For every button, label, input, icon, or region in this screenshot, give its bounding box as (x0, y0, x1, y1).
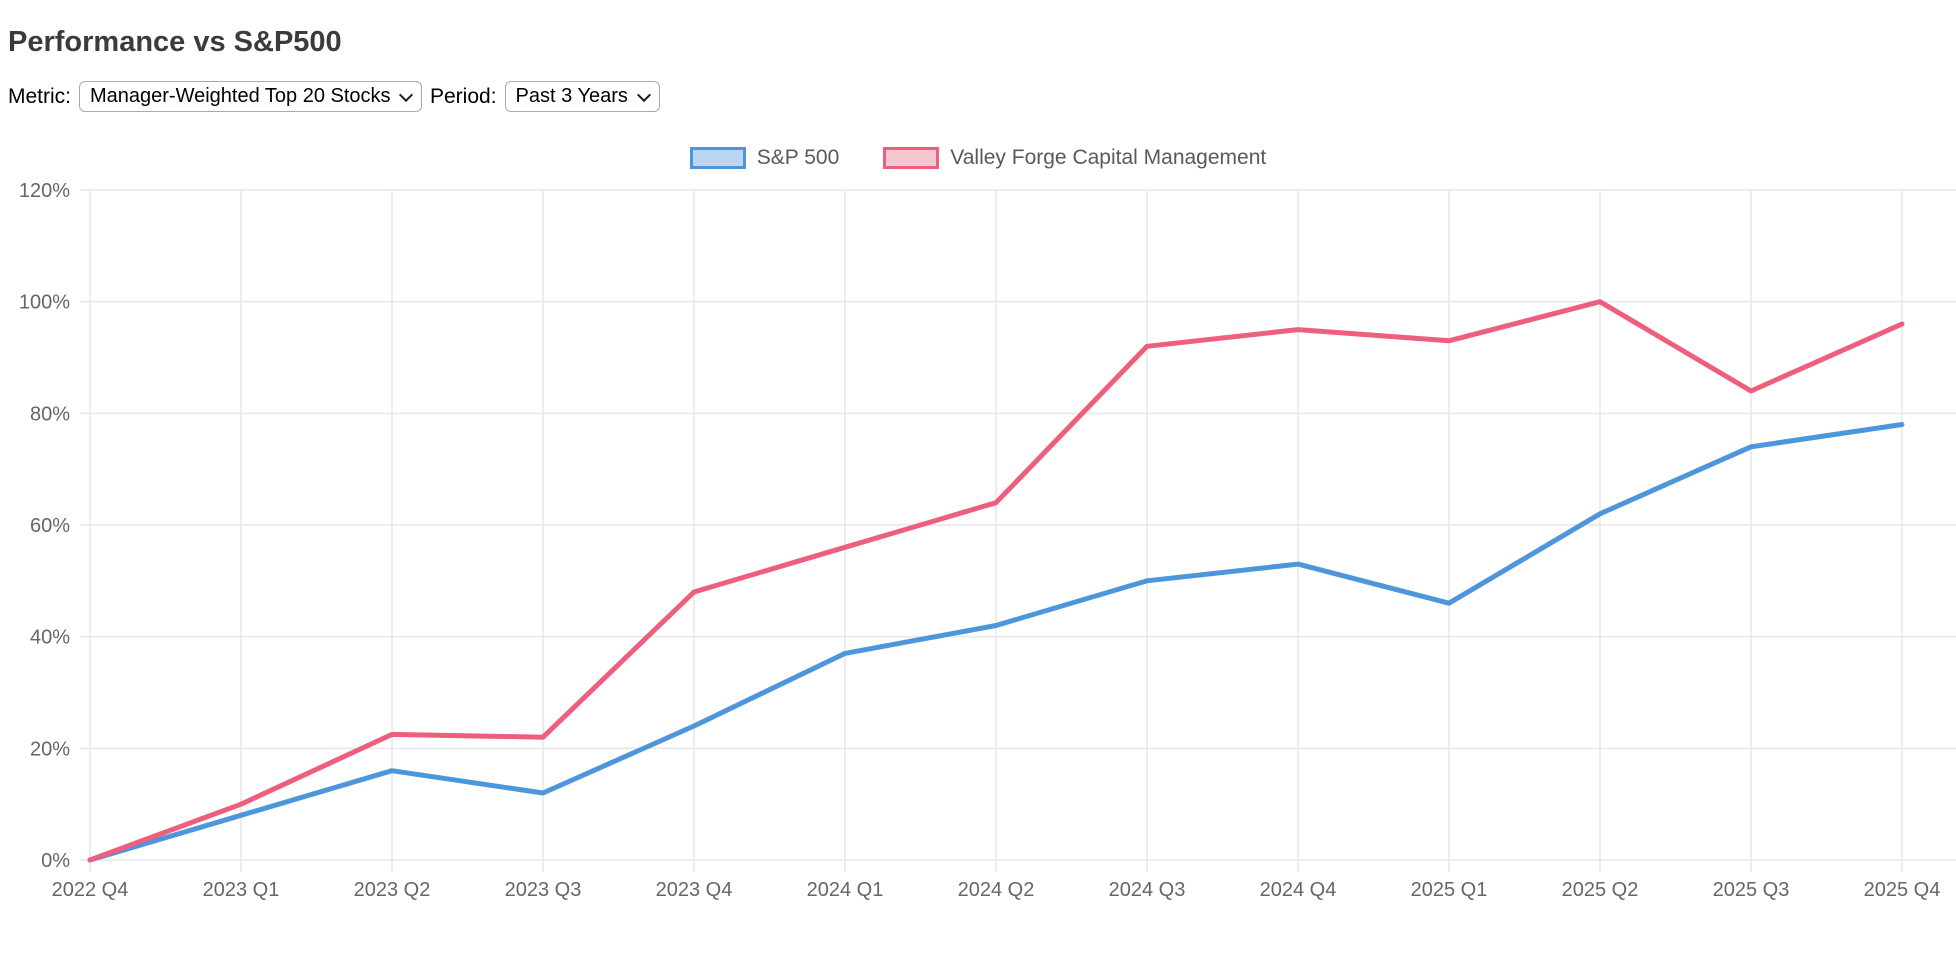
metric-select-wrap: Manager-Weighted Top 20 Stocks (79, 81, 422, 112)
x-axis-tick-label: 2024 Q1 (807, 879, 884, 901)
legend-label: S&P 500 (756, 146, 840, 169)
metric-label: Metric: (8, 84, 71, 108)
y-axis-tick-label: 20% (30, 738, 70, 760)
chart-controls: Metric: Manager-Weighted Top 20 Stocks P… (8, 81, 1956, 112)
chart-area: 0% 20% 40% 60% 80% 100% 120% 2022 Q4 2023 Q1 2023… (0, 176, 1956, 945)
x-axis-tick-label: 2023 Q4 (656, 879, 733, 901)
y-axis-tick-label: 80% (30, 403, 70, 425)
x-axis-tick-label: 2024 Q4 (1260, 879, 1337, 901)
legend-swatch-icon (883, 147, 940, 169)
y-axis-tick-label: 120% (19, 180, 70, 202)
legend-item[interactable]: S&P 500 (689, 146, 840, 170)
x-axis-tick-label: 2024 Q3 (1109, 879, 1186, 901)
legend-label: Valley Forge Capital Management (950, 146, 1267, 169)
y-axis-tick-label: 40% (30, 627, 70, 649)
page-title: Performance vs S&P500 (8, 26, 342, 58)
legend-item[interactable]: Valley Forge Capital Management (883, 146, 1266, 170)
x-axis-tick-label: 2025 Q1 (1411, 879, 1488, 901)
x-axis-tick-label: 2025 Q4 (1864, 879, 1941, 901)
x-axis-tick-label: 2022 Q4 (52, 879, 129, 901)
x-axis-tick-label: 2023 Q2 (354, 879, 431, 901)
x-axis-tick-label: 2023 Q3 (505, 879, 582, 901)
x-axis-tick-label: 2024 Q2 (958, 879, 1035, 901)
y-axis-tick-label: 60% (30, 515, 70, 537)
y-axis-tick-label: 0% (41, 850, 70, 872)
x-axis-tick-label: 2023 Q1 (203, 879, 280, 901)
x-axis-tick-label: 2025 Q2 (1562, 879, 1639, 901)
series-line (87, 299, 1905, 863)
period-label: Period: (430, 84, 497, 108)
metric-select[interactable]: Manager-Weighted Top 20 Stocks (79, 81, 422, 112)
legend-swatch-icon (689, 147, 746, 169)
chart-legend: S&P 500 Valley Forge Capital Management (0, 146, 1956, 170)
period-select[interactable]: Past 3 Years (504, 81, 660, 112)
series-line (87, 422, 1905, 863)
x-axis-tick-label: 2025 Q3 (1713, 879, 1790, 901)
chart-svg: 0% 20% 40% 60% 80% 100% 120% 2022 Q4 2023 Q1 2023… (19, 180, 1956, 901)
y-axis-tick-label: 100% (19, 292, 70, 314)
period-select-wrap: Past 3 Years (504, 81, 660, 112)
